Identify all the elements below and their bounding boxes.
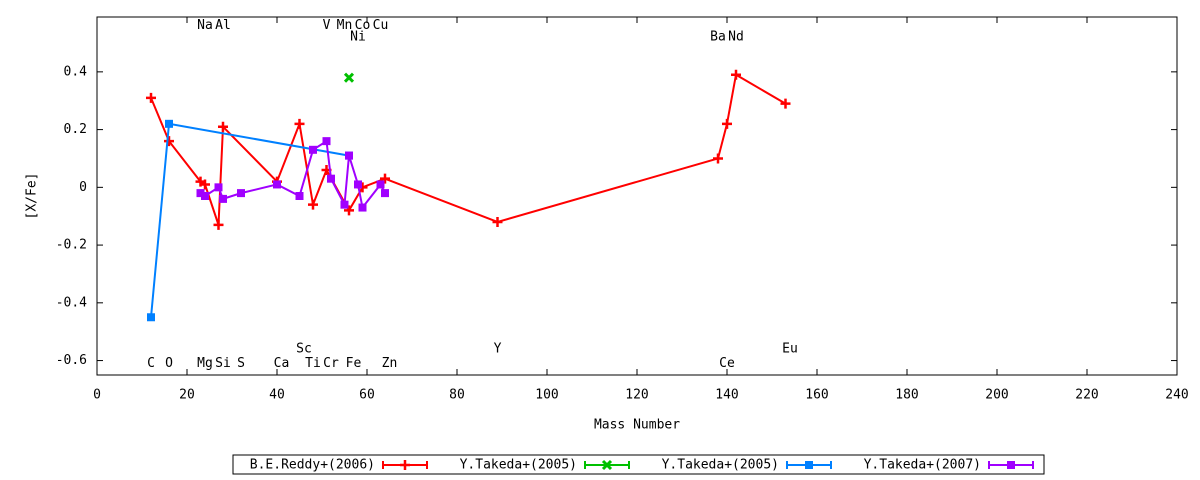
element-label: Cr <box>323 356 339 371</box>
legend-label: B.E.Reddy+(2006) <box>250 458 375 473</box>
point <box>343 72 355 83</box>
element-label: O <box>165 356 173 371</box>
x-axis-label: Mass Number <box>594 418 680 433</box>
legend-label: Y.Takeda+(2005) <box>460 458 577 473</box>
point <box>380 173 390 184</box>
point <box>722 118 732 129</box>
element-label: V <box>323 18 331 33</box>
element-label: Ni <box>350 30 366 45</box>
element-label: Ba <box>710 30 726 45</box>
point <box>308 199 318 210</box>
x-tick-label: 20 <box>179 388 195 403</box>
legend-label: Y.Takeda+(2007) <box>864 458 981 473</box>
point <box>165 119 173 128</box>
element-label: Mn <box>337 18 353 33</box>
point <box>146 92 156 103</box>
x-tick-label: 80 <box>449 388 465 403</box>
point <box>492 216 503 227</box>
point <box>354 180 362 189</box>
x-tick-label: 60 <box>359 388 375 403</box>
plot-frame <box>96 16 1178 376</box>
point <box>214 183 223 192</box>
x-tick-label: 200 <box>985 388 1008 403</box>
element-label: Na <box>197 18 213 33</box>
point <box>731 69 741 80</box>
x-tick-label: 0 <box>93 388 101 403</box>
legend: B.E.Reddy+(2006) Y.Takeda+(2005) Y.Takeda+… <box>232 454 1045 475</box>
point <box>713 153 723 164</box>
point <box>237 189 245 198</box>
y-tick-label: -0.4 <box>56 295 87 310</box>
element-label: Fe <box>346 356 362 371</box>
legend-marker <box>1007 461 1015 469</box>
legend-marker <box>400 460 410 470</box>
x-tick-label: 240 <box>1165 388 1188 403</box>
y-tick-label: 0.4 <box>64 64 88 79</box>
x-tick-label: 140 <box>715 388 738 403</box>
element-label: Mg <box>197 356 213 371</box>
point <box>219 194 227 203</box>
y-tick-label: -0.2 <box>56 238 87 253</box>
legend-label: Y.Takeda+(2005) <box>662 458 779 473</box>
x-tick-label: 180 <box>895 388 918 403</box>
element-label: Ce <box>719 356 735 371</box>
point <box>381 189 389 198</box>
element-label: C <box>147 356 155 371</box>
point <box>322 137 331 146</box>
y-axis-label: [X/Fe] <box>25 173 40 220</box>
series-line <box>199 139 386 210</box>
x-tick-label: 160 <box>805 388 828 403</box>
element-label: Zn <box>382 356 398 371</box>
element-label: Si <box>215 356 231 371</box>
point <box>376 180 385 189</box>
point <box>780 98 791 109</box>
point <box>164 136 174 147</box>
legend-box <box>232 454 1045 475</box>
point <box>295 192 304 200</box>
x-tick-label: 40 <box>269 388 285 403</box>
legend-marker <box>805 461 813 469</box>
point <box>344 205 354 216</box>
point <box>218 121 228 132</box>
point <box>345 151 353 160</box>
element-label: Eu <box>782 342 798 357</box>
element-label: Y <box>494 342 502 357</box>
x-tick-label: 220 <box>1075 388 1098 403</box>
y-tick-label: 0 <box>79 180 87 195</box>
x-tick-label: 100 <box>535 388 558 403</box>
point <box>309 145 317 154</box>
point <box>294 118 305 129</box>
legend-marker <box>601 459 613 471</box>
element-label: Sc <box>296 342 312 357</box>
point <box>327 174 335 183</box>
y-tick-label: -0.6 <box>56 353 87 368</box>
series-line <box>150 73 787 226</box>
x-tick-label: 120 <box>625 388 648 403</box>
point <box>358 203 367 212</box>
point <box>196 189 205 198</box>
point <box>201 192 209 200</box>
element-label: Co <box>355 18 371 33</box>
element-label: S <box>237 356 245 371</box>
point <box>147 313 155 322</box>
point <box>340 200 349 209</box>
element-label: Nd <box>728 30 744 45</box>
point <box>273 180 281 189</box>
element-label: Al <box>215 18 231 33</box>
element-label: Ca <box>274 356 290 371</box>
element-label: Ti <box>305 356 321 371</box>
point <box>213 219 224 230</box>
y-tick-label: 0.2 <box>64 122 87 137</box>
element-label: Cu <box>373 18 389 33</box>
point <box>200 179 210 190</box>
